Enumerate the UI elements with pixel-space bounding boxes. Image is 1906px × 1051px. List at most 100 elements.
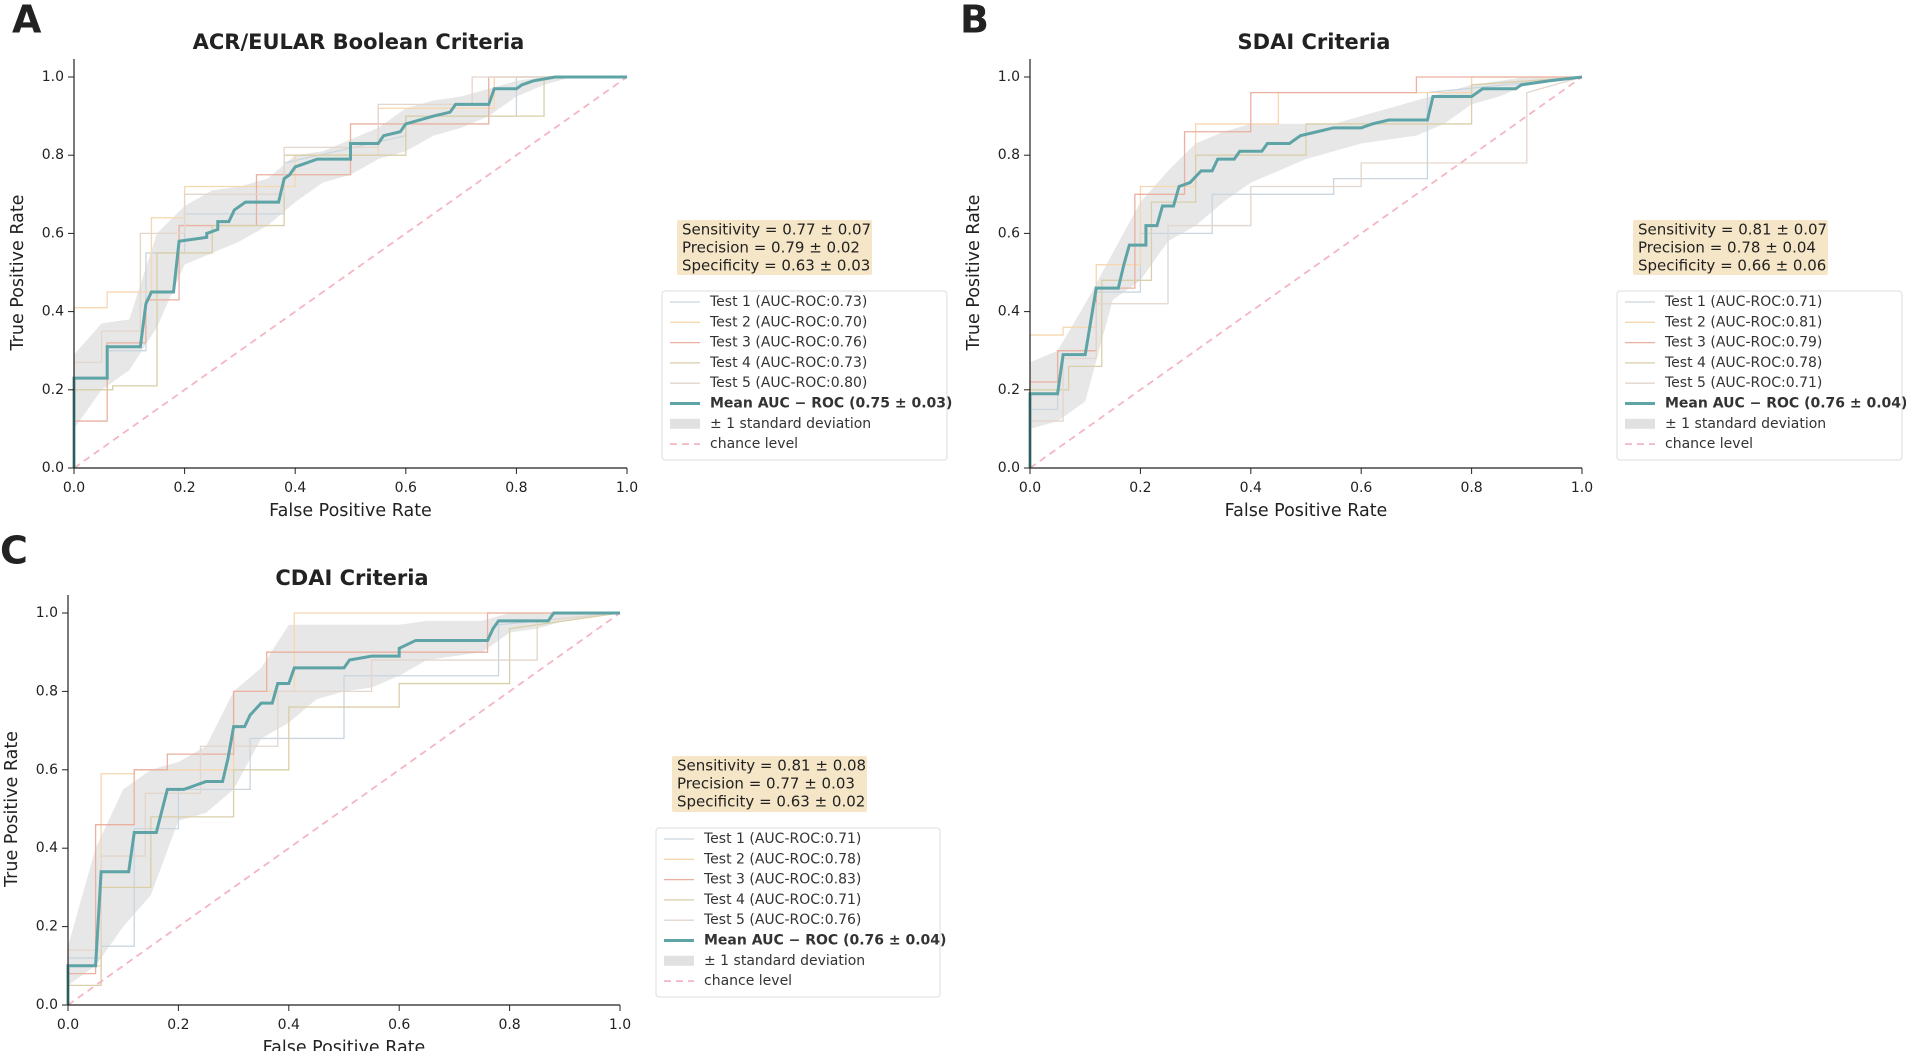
legend-label: Test 1 (AUC-ROC:0.73) (709, 294, 867, 310)
y-tick-label: 0.2 (42, 382, 64, 398)
x-tick-label: 1.0 (1571, 480, 1593, 496)
test-roc-line (1029, 76, 1582, 468)
test-roc-line (73, 76, 627, 468)
y-tick-label: 0.2 (998, 382, 1020, 398)
panel-letter: B (960, 0, 989, 42)
y-tick-label: 0.0 (998, 460, 1020, 476)
y-axis-label: True Positive Rate (8, 195, 28, 352)
x-tick-label: 0.2 (167, 1017, 189, 1033)
legend-box (655, 827, 941, 998)
y-axis-label: True Positive Rate (964, 195, 984, 352)
test-roc-line (1029, 76, 1583, 468)
legend-label: Test 2 (AUC-ROC:0.78) (703, 851, 861, 867)
legend-label: ± 1 standard deviation (704, 953, 865, 969)
stats-text: Specificity = 0.63 ± 0.02 (677, 793, 865, 811)
stats-box (672, 756, 867, 812)
stats-text: Precision = 0.78 ± 0.04 (1638, 239, 1816, 257)
stats-text: Sensitivity = 0.81 ± 0.07 (1638, 221, 1827, 239)
x-tick-label: 0.8 (1460, 480, 1482, 496)
legend-label: Test 1 (AUC-ROC:0.71) (1664, 294, 1822, 310)
stats-text: Sensitivity = 0.81 ± 0.08 (677, 757, 866, 775)
stats-text: Specificity = 0.66 ± 0.06 (1638, 257, 1826, 275)
legend-label: chance level (710, 436, 798, 452)
y-tick-label: 0.8 (998, 147, 1020, 163)
y-tick-label: 1.0 (42, 69, 64, 85)
legend-swatch (664, 955, 694, 966)
x-tick-label: 0.8 (498, 1017, 520, 1033)
legend-label: Test 5 (AUC-ROC:0.80) (709, 375, 867, 391)
legend-label: Test 4 (AUC-ROC:0.71) (703, 892, 861, 908)
legend-label: Test 5 (AUC-ROC:0.76) (703, 912, 861, 928)
panel-letter: A (12, 0, 42, 42)
test-roc-line (67, 612, 620, 1005)
x-tick-label: 1.0 (616, 480, 638, 496)
panel-letter: C (0, 529, 28, 573)
legend-label: Mean AUC − ROC (0.76 ± 0.04) (704, 933, 946, 949)
x-tick-label: 1.0 (609, 1017, 631, 1033)
y-tick-label: 0.8 (42, 147, 64, 163)
chance-line (67, 612, 621, 1006)
legend-label: Test 4 (AUC-ROC:0.73) (709, 355, 867, 371)
test-roc-line (73, 76, 627, 468)
chart-title: ACR/EULAR Boolean Criteria (193, 30, 525, 54)
y-tick-label: 0.4 (36, 840, 58, 856)
legend-label: Test 2 (AUC-ROC:0.70) (709, 314, 867, 330)
legend-label: Mean AUC − ROC (0.76 ± 0.04) (1665, 396, 1906, 412)
legend-label: chance level (1665, 436, 1753, 452)
x-tick-label: 0.4 (1240, 480, 1262, 496)
stats-text: Precision = 0.79 ± 0.02 (682, 239, 860, 257)
mean-roc-line (72, 75, 627, 468)
y-tick-label: 0.8 (36, 683, 58, 699)
y-tick-label: 0.0 (36, 997, 58, 1013)
stats-box (1633, 220, 1828, 275)
panel: B SDAI Criteria 0.0 0.2 0.4 0.6 0.8 1.0 0.0 0.2 0.… (960, 0, 1906, 521)
chance-line (1029, 76, 1583, 469)
test-roc-line (73, 76, 627, 468)
x-tick-label: 0.0 (57, 1017, 79, 1033)
legend-label: Test 5 (AUC-ROC:0.71) (1664, 375, 1822, 391)
y-tick-label: 0.2 (36, 919, 58, 935)
x-axis-label: False Positive Rate (1225, 501, 1388, 521)
y-tick-label: 0.6 (42, 225, 64, 241)
y-axis-label: True Positive Rate (2, 731, 22, 888)
x-tick-label: 0.4 (278, 1017, 300, 1033)
chart-title: SDAI Criteria (1238, 30, 1391, 54)
y-tick-label: 0.6 (36, 762, 58, 778)
test-roc-line (67, 612, 621, 1005)
x-tick-label: 0.4 (284, 480, 306, 496)
stats-text: Precision = 0.77 ± 0.03 (677, 775, 855, 793)
y-tick-label: 1.0 (998, 69, 1020, 85)
x-tick-label: 0.0 (1019, 480, 1041, 496)
panel: A ACR/EULAR Boolean Criteria 0.0 0.2 0.4 0.6 0… (8, 0, 952, 521)
test-roc-line (1029, 76, 1583, 468)
test-roc-line (67, 612, 621, 1005)
y-tick-label: 0.4 (42, 304, 64, 320)
legend-label: chance level (704, 973, 792, 989)
stats-text: Sensitivity = 0.77 ± 0.07 (682, 221, 871, 239)
x-tick-label: 0.0 (63, 480, 85, 496)
x-tick-label: 0.2 (1129, 480, 1151, 496)
stats-text: Specificity = 0.63 ± 0.03 (682, 257, 870, 275)
mean-roc-line (1028, 75, 1583, 468)
x-tick-label: 0.6 (1350, 480, 1372, 496)
legend-label: Test 2 (AUC-ROC:0.81) (1664, 314, 1822, 330)
legend-swatch (1625, 418, 1655, 429)
y-tick-label: 1.0 (36, 605, 58, 621)
legend-label: Test 3 (AUC-ROC:0.79) (1664, 335, 1822, 351)
x-tick-label: 0.8 (505, 480, 527, 496)
legend-box (1616, 290, 1903, 461)
x-axis-label: False Positive Rate (263, 1038, 426, 1051)
legend-swatch (670, 418, 700, 429)
x-axis-label: False Positive Rate (269, 501, 432, 521)
y-tick-label: 0.0 (42, 460, 64, 476)
legend-label: Test 3 (AUC-ROC:0.83) (703, 872, 861, 888)
legend-label: ± 1 standard deviation (1665, 416, 1826, 432)
legend-label: Test 1 (AUC-ROC:0.71) (703, 831, 861, 847)
stats-box (677, 220, 872, 275)
mean-roc-line (66, 611, 620, 1005)
chance-line (73, 76, 628, 469)
x-tick-label: 0.6 (388, 1017, 410, 1033)
legend-label: Mean AUC − ROC (0.75 ± 0.03) (710, 396, 952, 412)
test-roc-line (73, 76, 627, 468)
